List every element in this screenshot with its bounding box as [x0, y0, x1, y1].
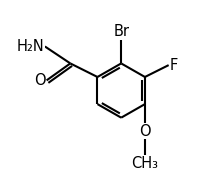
Text: CH₃: CH₃ [131, 156, 158, 171]
Text: F: F [170, 58, 178, 73]
Text: Br: Br [113, 24, 129, 39]
Text: O: O [34, 73, 46, 88]
Text: O: O [139, 124, 151, 139]
Text: H₂N: H₂N [16, 39, 44, 54]
